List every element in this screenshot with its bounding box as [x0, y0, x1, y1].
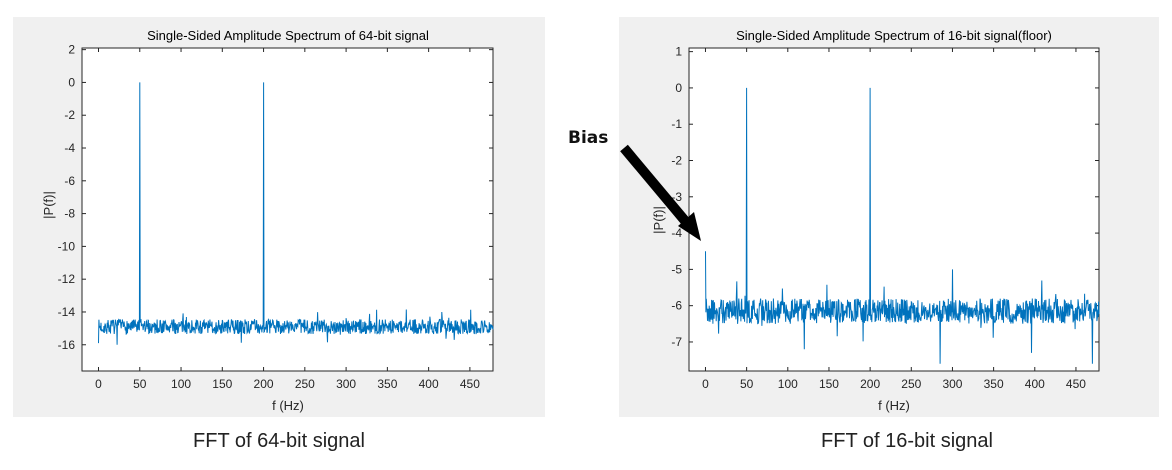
x-tick-label: 250: [901, 377, 921, 391]
y-tick-label: -6: [671, 299, 682, 313]
y-tick-label: -4: [64, 141, 75, 155]
y-tick-label: -8: [64, 207, 75, 221]
bias-arrow-icon: [620, 144, 701, 241]
axis-ticks: 0 50 100 150 200 250 300 350 400 450 1 0 -1 -2 -3 -4 -5 -…: [671, 45, 1099, 391]
plot-area: [81, 47, 494, 372]
spectrum-line: [98, 82, 494, 345]
y-tick-label: -2: [671, 154, 682, 168]
x-tick-label: 150: [819, 377, 839, 391]
x-tick-label: 400: [419, 377, 439, 391]
x-axis-title: f (Hz): [878, 398, 910, 413]
y-tick-label: -6: [64, 174, 75, 188]
x-tick-label: 400: [1025, 377, 1045, 391]
y-axis-title: |P(f)|: [41, 191, 56, 219]
x-tick-label: 0: [95, 377, 102, 391]
bias-label: Bias: [568, 128, 608, 148]
plot-area: [688, 47, 1100, 372]
x-tick-label: 0: [702, 377, 709, 391]
x-tick-label: 200: [254, 377, 274, 391]
y-tick-label: -3: [671, 190, 682, 204]
chart-panel-16bit: Single-Sided Amplitude Spectrum of 16-bi…: [619, 17, 1159, 417]
x-axis-title: f (Hz): [272, 398, 304, 413]
x-tick-label: 50: [133, 377, 147, 391]
x-tick-label: 150: [212, 377, 232, 391]
x-tick-label: 200: [860, 377, 880, 391]
y-tick-label: 0: [675, 81, 682, 95]
y-tick-label: -1: [671, 117, 682, 131]
caption-16bit: FFT of 16-bit signal: [821, 430, 993, 452]
caption-64bit: FFT of 64-bit signal: [193, 430, 365, 452]
y-tick-label: -10: [58, 239, 76, 253]
x-tick-label: 50: [740, 377, 754, 391]
y-tick-label: 1: [675, 45, 682, 59]
chart-title: Single-Sided Amplitude Spectrum of 16-bi…: [736, 28, 1052, 43]
chart-title: Single-Sided Amplitude Spectrum of 64-bi…: [147, 28, 429, 43]
y-tick-label: -4: [671, 226, 682, 240]
y-tick-label: 2: [68, 43, 75, 57]
chart-panel-64bit: Single-Sided Amplitude Spectrum of 64-bi…: [13, 17, 545, 417]
spectrum-line: [705, 87, 1100, 364]
x-tick-label: 300: [942, 377, 962, 391]
y-tick-label: -2: [64, 108, 75, 122]
x-tick-label: 250: [295, 377, 315, 391]
y-tick-label: -5: [671, 262, 682, 276]
x-tick-label: 300: [336, 377, 356, 391]
x-tick-label: 450: [1066, 377, 1086, 391]
axis-ticks: 0 50 100 150 200 250 300 350 400 450 2 0 -2 -4 -6 -8 -10…: [58, 43, 493, 391]
x-tick-label: 100: [171, 377, 191, 391]
y-tick-label: -7: [671, 335, 682, 349]
x-tick-label: 450: [460, 377, 480, 391]
y-tick-label: 0: [68, 75, 75, 89]
y-tick-label: -12: [58, 272, 76, 286]
x-tick-label: 350: [377, 377, 397, 391]
y-tick-label: -14: [58, 305, 76, 319]
y-tick-label: -16: [58, 338, 76, 352]
x-tick-label: 100: [778, 377, 798, 391]
x-tick-label: 350: [984, 377, 1004, 391]
y-axis-title: |P(f)|: [651, 206, 666, 234]
